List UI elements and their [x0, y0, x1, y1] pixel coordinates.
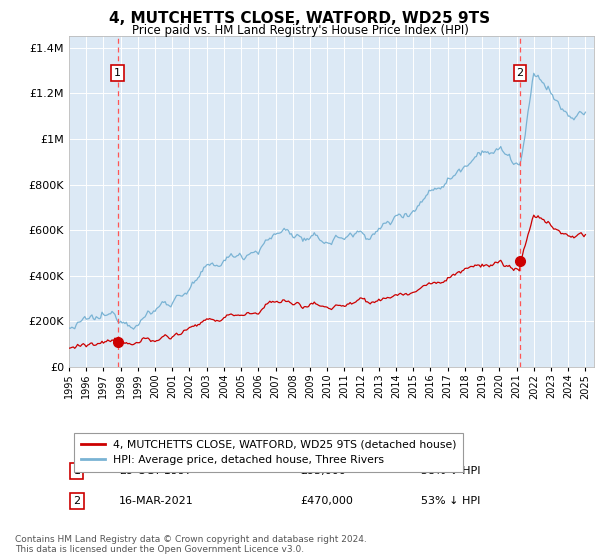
Text: Contains HM Land Registry data © Crown copyright and database right 2024.
This d: Contains HM Land Registry data © Crown c…	[15, 535, 367, 554]
Text: 2: 2	[73, 496, 80, 506]
Text: £470,000: £470,000	[300, 496, 353, 506]
Text: 4, MUTCHETTS CLOSE, WATFORD, WD25 9TS: 4, MUTCHETTS CLOSE, WATFORD, WD25 9TS	[109, 11, 491, 26]
Text: Price paid vs. HM Land Registry's House Price Index (HPI): Price paid vs. HM Land Registry's House …	[131, 24, 469, 37]
Text: 58% ↓ HPI: 58% ↓ HPI	[421, 466, 480, 476]
Text: £95,000: £95,000	[300, 466, 346, 476]
Text: 29-OCT-1997: 29-OCT-1997	[119, 466, 192, 476]
Text: 1: 1	[73, 466, 80, 476]
Text: 16-MAR-2021: 16-MAR-2021	[119, 496, 194, 506]
Text: 53% ↓ HPI: 53% ↓ HPI	[421, 496, 480, 506]
Text: 1: 1	[114, 68, 121, 78]
Legend: 4, MUTCHETTS CLOSE, WATFORD, WD25 9TS (detached house), HPI: Average price, deta: 4, MUTCHETTS CLOSE, WATFORD, WD25 9TS (d…	[74, 433, 463, 472]
Text: 2: 2	[517, 68, 524, 78]
